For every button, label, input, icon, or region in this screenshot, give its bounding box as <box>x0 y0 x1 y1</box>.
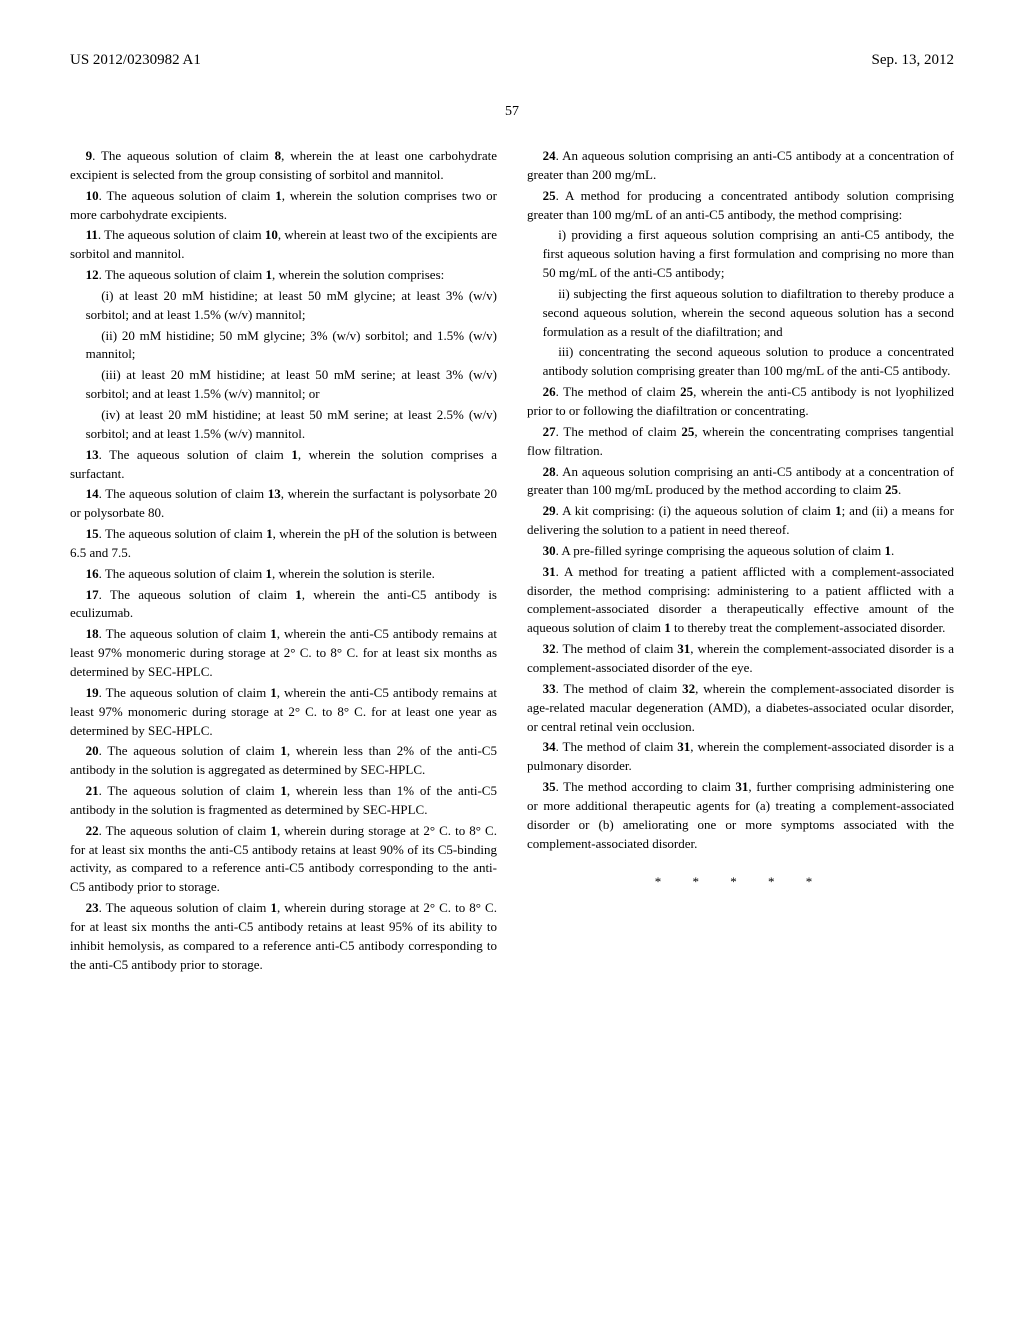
claim-reference: 8 <box>275 148 282 163</box>
claim-reference: 1 <box>270 626 277 641</box>
claim-reference: 1 <box>291 447 298 462</box>
claim-paragraph: 30. A pre-filled syringe comprising the … <box>527 542 954 561</box>
claim-paragraph: 22. The aqueous solution of claim 1, whe… <box>70 822 497 897</box>
claim-paragraph: 18. The aqueous solution of claim 1, whe… <box>70 625 497 682</box>
claim-number: 15 <box>86 526 99 541</box>
claim-reference: 13 <box>268 486 281 501</box>
claim-number: 28 <box>543 464 556 479</box>
claim-reference: 1 <box>664 620 671 635</box>
claim-reference: 25 <box>885 482 898 497</box>
claim-reference: 1 <box>266 526 273 541</box>
claim-subitem: ii) subjecting the first aqueous solutio… <box>527 285 954 342</box>
claim-paragraph: 16. The aqueous solution of claim 1, whe… <box>70 565 497 584</box>
claim-paragraph: 9. The aqueous solution of claim 8, wher… <box>70 147 497 185</box>
left-column: 9. The aqueous solution of claim 8, wher… <box>70 147 497 976</box>
claim-number: 10 <box>86 188 99 203</box>
claim-reference: 1 <box>835 503 842 518</box>
claim-reference: 1 <box>885 543 892 558</box>
claim-paragraph: 19. The aqueous solution of claim 1, whe… <box>70 684 497 741</box>
claim-reference: 1 <box>270 685 277 700</box>
claim-reference: 31 <box>735 779 748 794</box>
claim-number: 23 <box>86 900 99 915</box>
claim-paragraph: 25. A method for producing a concentrate… <box>527 187 954 225</box>
content-columns: 9. The aqueous solution of claim 8, wher… <box>70 147 954 976</box>
claim-paragraph: 20. The aqueous solution of claim 1, whe… <box>70 742 497 780</box>
claim-subitem: (iv) at least 20 mM histidine; at least … <box>70 406 497 444</box>
claim-reference: 31 <box>677 641 690 656</box>
claim-paragraph: 23. The aqueous solution of claim 1, whe… <box>70 899 497 974</box>
claim-number: 17 <box>86 587 99 602</box>
claim-paragraph: 31. A method for treating a patient affl… <box>527 563 954 638</box>
claim-paragraph: 24. An aqueous solution comprising an an… <box>527 147 954 185</box>
claim-subitem: (i) at least 20 mM histidine; at least 5… <box>70 287 497 325</box>
claim-reference: 25 <box>681 424 694 439</box>
claim-subitem: (ii) 20 mM histidine; 50 mM glycine; 3% … <box>70 327 497 365</box>
claim-paragraph: 10. The aqueous solution of claim 1, whe… <box>70 187 497 225</box>
claim-paragraph: 29. A kit comprising: (i) the aqueous so… <box>527 502 954 540</box>
claim-number: 20 <box>86 743 99 758</box>
claim-paragraph: 21. The aqueous solution of claim 1, whe… <box>70 782 497 820</box>
claim-subitem: (iii) at least 20 mM histidine; at least… <box>70 366 497 404</box>
claim-reference: 1 <box>280 783 287 798</box>
claim-number: 19 <box>86 685 99 700</box>
claim-paragraph: 15. The aqueous solution of claim 1, whe… <box>70 525 497 563</box>
end-marks: * * * * * <box>527 873 954 892</box>
publication-date: Sep. 13, 2012 <box>872 50 955 72</box>
claim-number: 9 <box>86 148 93 163</box>
claim-number: 34 <box>543 739 556 754</box>
claim-reference: 10 <box>265 227 278 242</box>
claim-number: 21 <box>86 783 99 798</box>
claim-reference: 1 <box>270 900 277 915</box>
claim-paragraph: 27. The method of claim 25, wherein the … <box>527 423 954 461</box>
claim-number: 22 <box>86 823 99 838</box>
claim-subitem: iii) concentrating the second aqueous so… <box>527 343 954 381</box>
claim-reference: 1 <box>295 587 302 602</box>
claim-paragraph: 14. The aqueous solution of claim 13, wh… <box>70 485 497 523</box>
claim-number: 33 <box>543 681 556 696</box>
claim-number: 32 <box>543 641 556 656</box>
claim-number: 27 <box>543 424 556 439</box>
claim-paragraph: 12. The aqueous solution of claim 1, whe… <box>70 266 497 285</box>
claim-paragraph: 13. The aqueous solution of claim 1, whe… <box>70 446 497 484</box>
claim-subitem: i) providing a first aqueous solution co… <box>527 226 954 283</box>
claim-number: 31 <box>543 564 556 579</box>
publication-number: US 2012/0230982 A1 <box>70 50 201 72</box>
claim-number: 14 <box>86 486 99 501</box>
claim-paragraph: 26. The method of claim 25, wherein the … <box>527 383 954 421</box>
claim-number: 12 <box>86 267 99 282</box>
claim-reference: 1 <box>266 267 273 282</box>
claim-number: 30 <box>543 543 556 558</box>
claim-number: 35 <box>543 779 556 794</box>
claim-reference: 31 <box>677 739 690 754</box>
claim-number: 11 <box>86 227 98 242</box>
claim-paragraph: 33. The method of claim 32, wherein the … <box>527 680 954 737</box>
claim-paragraph: 34. The method of claim 31, wherein the … <box>527 738 954 776</box>
claim-paragraph: 17. The aqueous solution of claim 1, whe… <box>70 586 497 624</box>
claim-paragraph: 32. The method of claim 31, wherein the … <box>527 640 954 678</box>
page-header: US 2012/0230982 A1 Sep. 13, 2012 <box>70 50 954 72</box>
claim-number: 24 <box>543 148 556 163</box>
claim-number: 25 <box>543 188 556 203</box>
claim-reference: 32 <box>682 681 695 696</box>
claim-number: 26 <box>543 384 556 399</box>
claim-reference: 1 <box>266 566 273 581</box>
claim-reference: 25 <box>680 384 693 399</box>
right-column: 24. An aqueous solution comprising an an… <box>527 147 954 976</box>
claim-reference: 1 <box>270 823 277 838</box>
claim-number: 16 <box>86 566 99 581</box>
claim-paragraph: 35. The method according to claim 31, fu… <box>527 778 954 853</box>
claim-reference: 1 <box>275 188 282 203</box>
claim-paragraph: 11. The aqueous solution of claim 10, wh… <box>70 226 497 264</box>
claim-number: 13 <box>86 447 99 462</box>
claim-number: 18 <box>86 626 99 641</box>
claim-paragraph: 28. An aqueous solution comprising an an… <box>527 463 954 501</box>
page-number: 57 <box>70 102 954 122</box>
claim-reference: 1 <box>280 743 287 758</box>
claim-number: 29 <box>543 503 556 518</box>
